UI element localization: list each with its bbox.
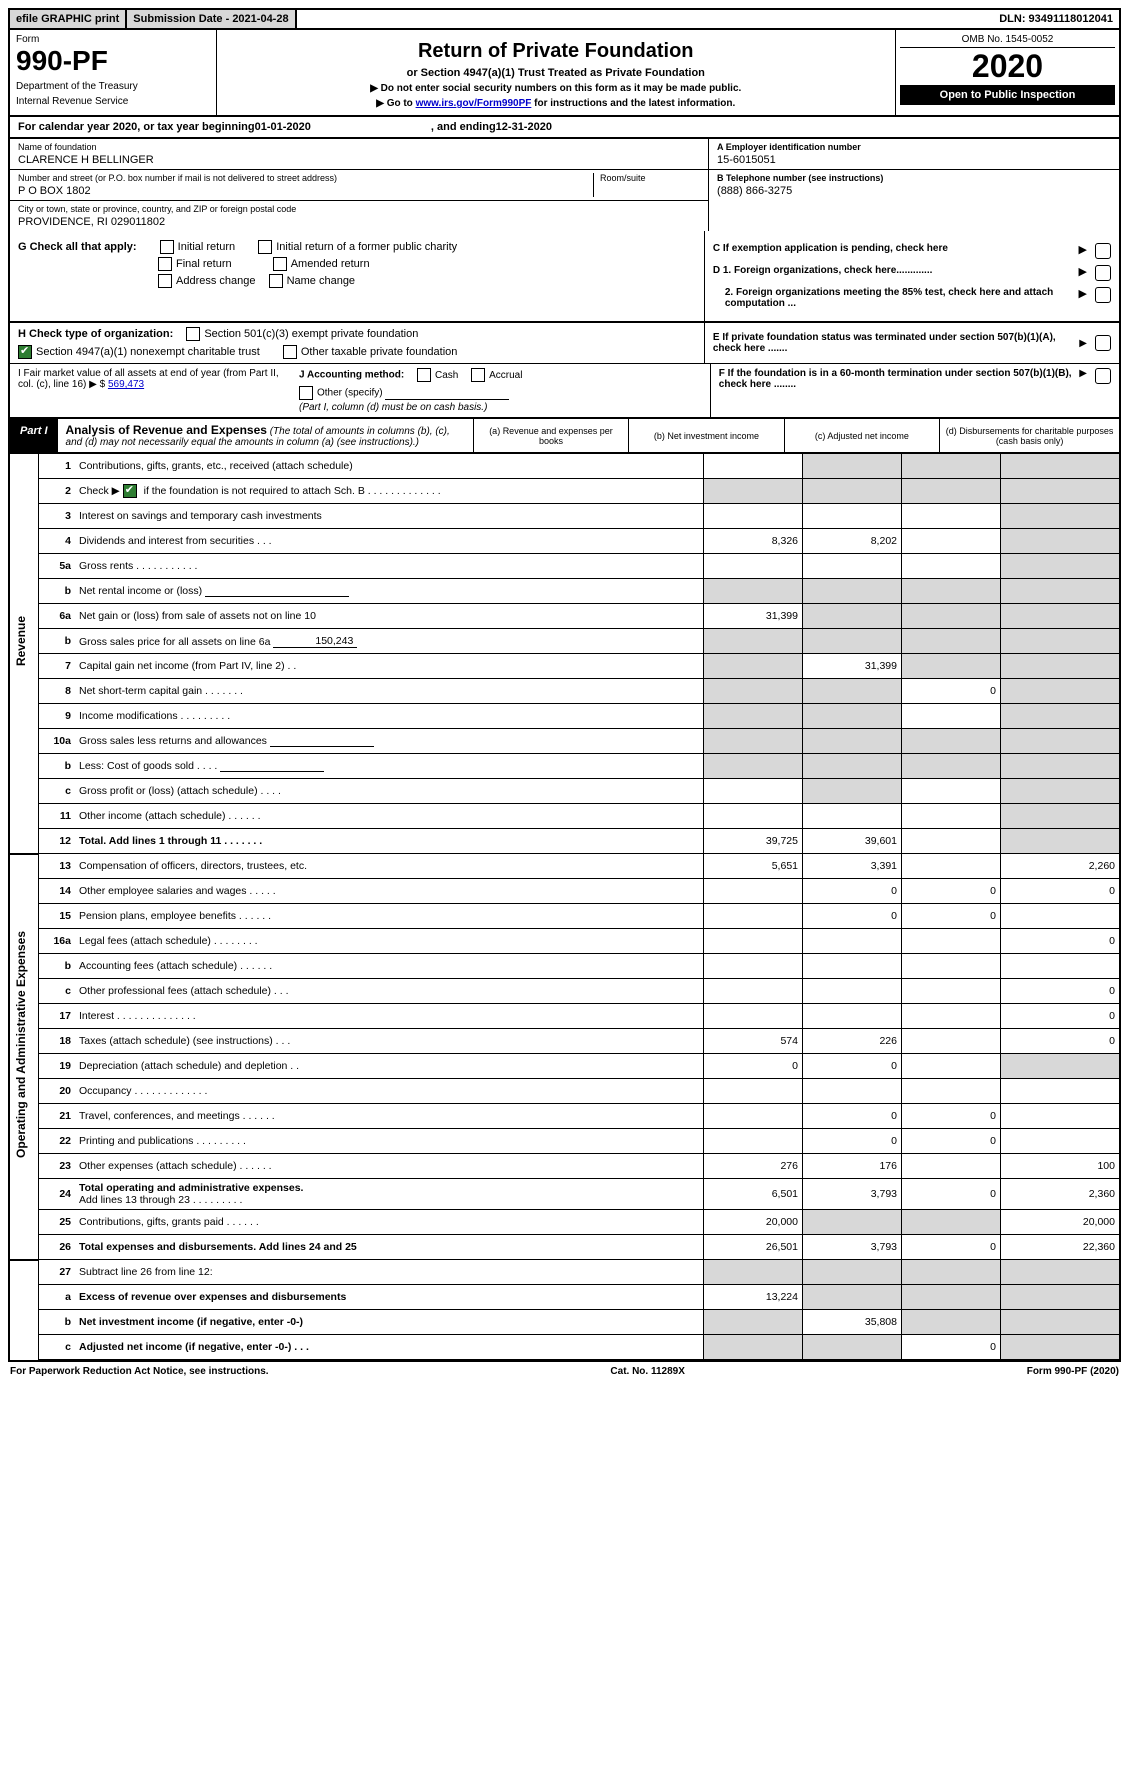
- cb-cash[interactable]: [417, 368, 431, 382]
- section-h: H Check type of organization: Section 50…: [8, 323, 1121, 364]
- part1-header: Part I Analysis of Revenue and Expenses …: [8, 419, 1121, 453]
- form-label: Form: [16, 34, 210, 45]
- cb-4947a1[interactable]: [18, 345, 32, 359]
- calendar-year-row: For calendar year 2020, or tax year begi…: [8, 117, 1121, 139]
- l7-b: 31,399: [803, 654, 902, 679]
- address-field: Number and street (or P.O. box number if…: [10, 170, 708, 201]
- form-title: Return of Private Foundation: [223, 40, 890, 63]
- cb-initial-return[interactable]: [160, 240, 174, 254]
- cb-60month[interactable]: [1095, 368, 1111, 384]
- tax-year-begin: 01-01-2020: [255, 121, 311, 133]
- l6b-val: 150,243: [273, 635, 357, 648]
- form-ref: Form 990-PF (2020): [1027, 1366, 1119, 1377]
- cb-other-method[interactable]: [299, 386, 313, 400]
- efile-print-btn[interactable]: efile GRAPHIC print: [10, 10, 127, 28]
- col-d-header: (d) Disbursements for charitable purpose…: [939, 419, 1119, 452]
- dln-number: DLN: 93491118012041: [993, 10, 1119, 28]
- col-c-header: (c) Adjusted net income: [784, 419, 939, 452]
- identification-block: Name of foundation CLARENCE H BELLINGER …: [8, 139, 1121, 231]
- l12-b: 39,601: [803, 829, 902, 854]
- city-state-zip: PROVIDENCE, RI 029011802: [18, 214, 700, 228]
- l4-b: 8,202: [803, 529, 902, 554]
- cb-terminated[interactable]: [1095, 335, 1111, 351]
- cb-sch-b[interactable]: [123, 484, 137, 498]
- form-title-block: Return of Private Foundation or Section …: [217, 30, 897, 115]
- g-row: G Check all that apply: Initial return I…: [18, 240, 696, 254]
- cb-501c3[interactable]: [186, 327, 200, 341]
- year-block: OMB No. 1545-0052 2020 Open to Public In…: [896, 30, 1119, 115]
- phone: (888) 866-3275: [717, 183, 1111, 197]
- submission-date: Submission Date - 2021-04-28: [127, 10, 296, 28]
- cb-initial-former[interactable]: [258, 240, 272, 254]
- l12-a: 39,725: [704, 829, 803, 854]
- ein-field: A Employer identification number 15-6015…: [709, 139, 1119, 170]
- city-field: City or town, state or province, country…: [10, 201, 708, 231]
- page-footer: For Paperwork Reduction Act Notice, see …: [8, 1360, 1121, 1381]
- l6a-a: 31,399: [704, 604, 803, 629]
- form-number: 990-PF: [16, 45, 210, 77]
- cb-other-taxable[interactable]: [283, 345, 297, 359]
- cb-name-change[interactable]: [269, 274, 283, 288]
- cb-final-return[interactable]: [158, 257, 172, 271]
- tax-year: 2020: [900, 48, 1115, 85]
- col-b-header: (b) Net investment income: [628, 419, 783, 452]
- paperwork-notice: For Paperwork Reduction Act Notice, see …: [10, 1366, 269, 1377]
- l8-c: 0: [902, 679, 1001, 704]
- dept-irs: Internal Revenue Service: [16, 96, 210, 107]
- col-a-header: (a) Revenue and expenses per books: [473, 419, 628, 452]
- cat-no: Cat. No. 11289X: [610, 1366, 684, 1377]
- form-header: Form 990-PF Department of the Treasury I…: [8, 30, 1121, 117]
- ein: 15-6015051: [717, 152, 1111, 166]
- section-g-cd: G Check all that apply: Initial return I…: [8, 231, 1121, 323]
- fmv-value[interactable]: 569,473: [108, 379, 144, 390]
- cb-foreign-85[interactable]: [1095, 287, 1111, 303]
- foundation-name-field: Name of foundation CLARENCE H BELLINGER: [10, 139, 708, 170]
- part1-tab: Part I: [10, 419, 58, 452]
- revenue-side-label: Revenue: [14, 616, 28, 666]
- address: P O BOX 1802: [18, 183, 593, 197]
- phone-field: B Telephone number (see instructions) (8…: [709, 170, 1119, 200]
- cb-amended-return[interactable]: [273, 257, 287, 271]
- cb-accrual[interactable]: [471, 368, 485, 382]
- form-subtitle: or Section 4947(a)(1) Trust Treated as P…: [223, 67, 890, 79]
- cb-pending[interactable]: [1095, 243, 1111, 259]
- ssn-note: ▶ Do not enter social security numbers o…: [223, 83, 890, 94]
- top-bar: efile GRAPHIC print Submission Date - 20…: [8, 8, 1121, 30]
- part1-table: Revenue 1Contributions, gifts, grants, e…: [8, 453, 1121, 1360]
- irs-link[interactable]: www.irs.gov/Form990PF: [416, 98, 532, 109]
- open-inspection: Open to Public Inspection: [900, 85, 1115, 105]
- form-id-block: Form 990-PF Department of the Treasury I…: [10, 30, 217, 115]
- cb-address-change[interactable]: [158, 274, 172, 288]
- dept-treasury: Department of the Treasury: [16, 81, 210, 92]
- section-ijf: I Fair market value of all assets at end…: [8, 364, 1121, 419]
- foundation-name: CLARENCE H BELLINGER: [18, 152, 700, 166]
- tax-year-end: 12-31-2020: [496, 121, 552, 133]
- l4-a: 8,326: [704, 529, 803, 554]
- goto-note: ▶ Go to www.irs.gov/Form990PF for instru…: [223, 98, 890, 109]
- expenses-side-label: Operating and Administrative Expenses: [14, 931, 28, 1158]
- cb-foreign-org[interactable]: [1095, 265, 1111, 281]
- part1-title: Analysis of Revenue and Expenses (The to…: [58, 419, 473, 452]
- omb-number: OMB No. 1545-0052: [900, 34, 1115, 48]
